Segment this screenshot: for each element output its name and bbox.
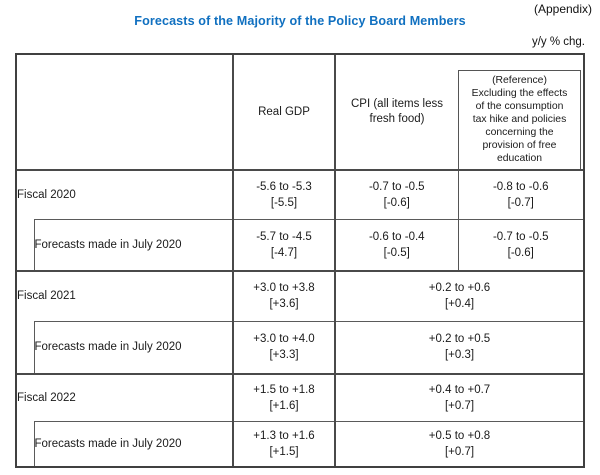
gdp-median: [-4.7] <box>270 246 298 259</box>
row-label-fiscal-2022: Fiscal 2022 <box>17 391 76 404</box>
cpi-value-merged: +0.2 to +0.5 [+0.3] <box>334 320 583 375</box>
table-row: Fiscal 2021 +3.0 to +3.8 [+3.6] +0.2 to … <box>17 271 583 321</box>
header-reference-cell: (Reference) Excluding the effects of the… <box>458 55 583 171</box>
header-real-gdp: Real GDP <box>232 55 335 171</box>
cpi-range: +0.5 to +0.8 <box>428 429 491 442</box>
reference-median: [-0.6] <box>507 246 534 259</box>
forecast-table-frame: Real GDP CPI (all items less fresh food)… <box>15 53 585 468</box>
cpi-value: -0.6 to -0.4 [-0.5] <box>334 218 458 272</box>
cpi-range: +0.2 to +0.6 <box>428 282 491 295</box>
cpi-median: [-0.5] <box>383 246 410 259</box>
row-label-fiscal-2021: Fiscal 2021 <box>17 290 76 303</box>
header-blank-cell <box>17 55 233 171</box>
gdp-range: -5.7 to -4.5 <box>256 230 312 243</box>
row-label-july-2020: Forecasts made in July 2020 <box>33 218 233 272</box>
cpi-range: +0.2 to +0.5 <box>428 333 491 346</box>
cpi-range: -0.7 to -0.5 <box>368 180 425 193</box>
gdp-range: -5.6 to -5.3 <box>256 180 312 193</box>
gdp-range: +1.3 to +1.6 <box>253 429 315 442</box>
gdp-value: +1.5 to +1.8 [+1.6] <box>232 374 335 421</box>
header-cpi: CPI (all items less fresh food) <box>334 55 458 171</box>
appendix-label: (Appendix) <box>533 2 592 16</box>
cpi-value-merged: +0.5 to +0.8 [+0.7] <box>334 420 583 466</box>
table-row: Fiscal 2020 -5.6 to -5.3 [-5.5] -0.7 to … <box>17 170 583 219</box>
page-title: Forecasts of the Majority of the Policy … <box>134 14 466 28</box>
unit-note: y/y % chg. <box>531 36 585 48</box>
cpi-median: [+0.7] <box>444 399 475 412</box>
cpi-range: +0.4 to +0.7 <box>428 383 491 396</box>
gdp-value: -5.7 to -4.5 [-4.7] <box>232 218 335 272</box>
gdp-range: +3.0 to +3.8 <box>253 282 315 295</box>
gdp-median: [-5.5] <box>270 196 298 209</box>
gdp-median: [+3.3] <box>269 349 299 362</box>
gutter-cell <box>17 219 34 272</box>
cpi-median: [+0.4] <box>444 298 475 311</box>
cpi-value: -0.7 to -0.5 [-0.6] <box>334 170 458 219</box>
gdp-median: [+1.6] <box>269 399 299 412</box>
table-row: Fiscal 2022 +1.5 to +1.8 [+1.6] +0.4 to … <box>17 374 583 421</box>
row-label-july-2020: Forecasts made in July 2020 <box>33 420 233 466</box>
cpi-value-merged: +0.4 to +0.7 [+0.7] <box>334 374 583 421</box>
row-label-fiscal-2020: Fiscal 2020 <box>17 188 76 201</box>
cpi-range: -0.6 to -0.4 <box>368 230 425 243</box>
gdp-value: -5.6 to -5.3 [-5.5] <box>232 170 335 219</box>
gdp-range: +3.0 to +4.0 <box>253 333 315 346</box>
reference-range: -0.7 to -0.5 <box>492 230 549 243</box>
cpi-median: [+0.3] <box>444 349 475 362</box>
cpi-value-merged: +0.2 to +0.6 [+0.4] <box>334 271 583 321</box>
reference-value: -0.8 to -0.6 [-0.7] <box>457 170 583 219</box>
gdp-value: +3.0 to +3.8 [+3.6] <box>232 271 335 321</box>
gdp-median: [+3.6] <box>269 298 299 311</box>
gutter-cell <box>17 321 34 375</box>
header-reference-box: (Reference) Excluding the effects of the… <box>458 70 581 168</box>
gdp-range: +1.5 to +1.8 <box>253 383 315 396</box>
table-row: Forecasts made in July 2020 +1.3 to +1.6… <box>17 420 583 466</box>
table-row: Forecasts made in July 2020 -5.7 to -4.5… <box>17 218 583 272</box>
cpi-median: [-0.6] <box>383 196 410 209</box>
table-header-row: Real GDP CPI (all items less fresh food)… <box>17 55 583 171</box>
gutter-cell <box>17 421 34 466</box>
gdp-value: +1.3 to +1.6 [+1.5] <box>232 420 335 466</box>
table-row: Forecasts made in July 2020 +3.0 to +4.0… <box>17 320 583 375</box>
forecast-table: Real GDP CPI (all items less fresh food)… <box>17 55 583 466</box>
cpi-median: [+0.7] <box>444 445 475 458</box>
gdp-value: +3.0 to +4.0 [+3.3] <box>232 320 335 375</box>
gdp-median: [+1.5] <box>269 445 299 458</box>
reference-range: -0.8 to -0.6 <box>492 180 549 193</box>
reference-value: -0.7 to -0.5 [-0.6] <box>457 218 583 272</box>
row-label-july-2020: Forecasts made in July 2020 <box>33 320 233 375</box>
reference-median: [-0.7] <box>507 196 534 209</box>
